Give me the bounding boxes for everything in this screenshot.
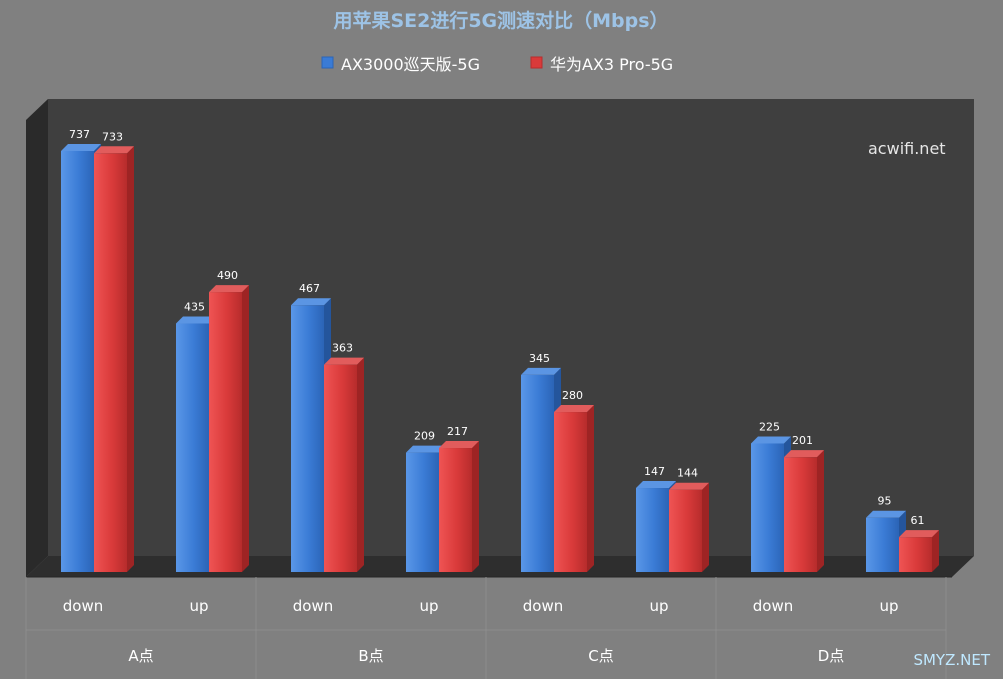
bar-huawei-0	[94, 146, 134, 572]
bar-huawei-0-front	[94, 153, 127, 572]
bar-huawei-5-side	[702, 482, 709, 572]
legend-swatch-huawei	[530, 56, 543, 69]
bar-huawei-0-side	[127, 146, 134, 572]
bar-huawei-1	[209, 285, 249, 572]
bar-ax3000-1-top	[176, 316, 216, 324]
corner-watermark: SMYZ.NET	[913, 651, 990, 669]
data-label-ax3000-4: 345	[529, 352, 550, 365]
bar-ax3000-3-top	[406, 445, 446, 453]
bar-huawei-6	[784, 450, 824, 572]
plot-area	[26, 99, 974, 578]
bar-huawei-1-top	[209, 285, 249, 293]
bar-ax3000-7-top	[866, 510, 906, 518]
bar-ax3000-5-front	[636, 488, 669, 572]
bar-huawei-3-front	[439, 448, 472, 572]
x-axis: down up down up down up down up A点 B点 C点 D点	[25, 577, 947, 679]
bar-huawei-2-front	[324, 364, 357, 572]
bar-huawei-7-top	[899, 530, 939, 538]
bar-huawei-7	[899, 530, 939, 572]
bar-huawei-1-side	[242, 285, 249, 572]
bar-ax3000-4-top	[521, 367, 561, 375]
bar-huawei-6-side	[817, 450, 824, 572]
bar-ax3000-7-front	[866, 517, 899, 572]
x-tick-label-0: down	[63, 597, 103, 615]
bar-ax3000-2-top	[291, 298, 331, 306]
bar-huawei-7-side	[932, 530, 939, 572]
bar-ax3000-6-front	[751, 443, 784, 572]
data-label-ax3000-7: 95	[878, 495, 892, 508]
bar-ax3000-0-front	[61, 151, 94, 572]
chart-title: 用苹果SE2进行5G测速对比（Mbps）	[333, 9, 668, 32]
bar-huawei-6-top	[784, 450, 824, 458]
bar-huawei-2-side	[357, 357, 364, 572]
bar-huawei-4	[554, 405, 594, 572]
legend-label-ax3000: AX3000巡天版-5G	[341, 55, 480, 74]
legend-swatch-ax3000	[321, 56, 334, 69]
data-label-ax3000-3: 209	[414, 430, 435, 443]
bar-huawei-2-top	[324, 357, 364, 365]
data-label-huawei-2: 363	[332, 342, 353, 355]
data-label-huawei-0: 733	[102, 130, 123, 143]
bars: 737 733 435 490 467 363 209 217 345 280 147 144 225 2…	[61, 128, 939, 572]
x-group-label-0: A点	[128, 647, 153, 665]
x-group-label-2: C点	[588, 647, 613, 665]
bar-huawei-5	[669, 482, 709, 572]
data-label-ax3000-5: 147	[644, 465, 665, 478]
x-tick-label-3: up	[419, 597, 438, 615]
bar-huawei-3-top	[439, 441, 479, 449]
bar-huawei-5-front	[669, 489, 702, 572]
data-label-huawei-1: 490	[217, 269, 238, 282]
legend: AX3000巡天版-5G 华为AX3 Pro-5G	[321, 55, 673, 74]
data-label-huawei-4: 280	[562, 389, 583, 402]
plot-back-wall	[48, 99, 974, 556]
bar-ax3000-5-top	[636, 481, 676, 489]
bar-ax3000-3-front	[406, 452, 439, 572]
data-label-huawei-5: 144	[677, 467, 698, 480]
data-label-ax3000-6: 225	[759, 420, 780, 433]
bar-huawei-2	[324, 357, 364, 572]
data-label-huawei-3: 217	[447, 425, 468, 438]
chart-watermark: acwifi.net	[868, 139, 946, 158]
plot-floor	[26, 556, 974, 577]
bar-huawei-4-side	[587, 405, 594, 572]
x-group-label-1: B点	[358, 647, 383, 665]
legend-label-huawei: 华为AX3 Pro-5G	[550, 55, 673, 74]
bar-huawei-3-side	[472, 441, 479, 572]
bar-huawei-3	[439, 441, 479, 572]
bar-huawei-4-front	[554, 412, 587, 572]
data-label-huawei-7: 61	[911, 514, 925, 527]
x-tick-label-2: down	[293, 597, 333, 615]
data-label-ax3000-0: 737	[69, 128, 90, 141]
x-tick-label-1: up	[189, 597, 208, 615]
bar-ax3000-4-front	[521, 374, 554, 572]
data-label-huawei-6: 201	[792, 434, 813, 447]
plot-left-wall	[26, 99, 48, 577]
data-label-ax3000-1: 435	[184, 301, 205, 314]
x-group-label-3: D点	[818, 647, 845, 665]
x-tick-label-5: up	[649, 597, 668, 615]
x-tick-label-6: down	[753, 597, 793, 615]
bar-ax3000-1-front	[176, 323, 209, 572]
x-tick-label-7: up	[879, 597, 898, 615]
bar-huawei-5-top	[669, 482, 709, 490]
bar-ax3000-2-front	[291, 305, 324, 572]
bar-huawei-7-front	[899, 537, 932, 572]
data-label-ax3000-2: 467	[299, 282, 320, 295]
bar-huawei-1-front	[209, 292, 242, 572]
bar-huawei-4-top	[554, 405, 594, 413]
bar-huawei-6-front	[784, 457, 817, 572]
bar-ax3000-0-top	[61, 144, 101, 151]
x-tick-label-4: down	[523, 597, 563, 615]
bar-ax3000-6-top	[751, 436, 791, 444]
bar-huawei-0-top	[94, 146, 134, 154]
